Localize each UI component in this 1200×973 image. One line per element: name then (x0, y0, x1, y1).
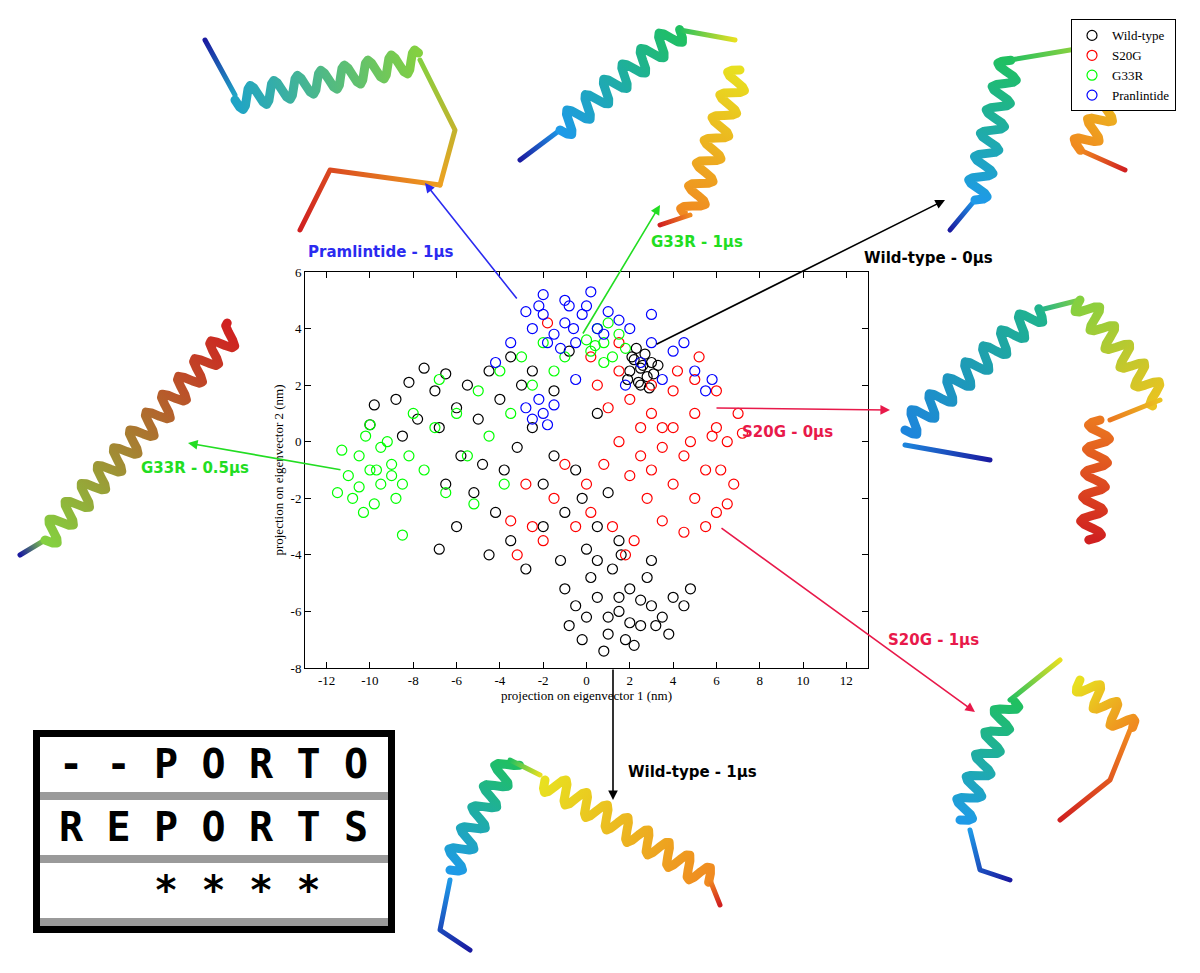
svg-text:-8: -8 (408, 673, 419, 688)
html-text:R: R (249, 741, 273, 787)
svg-text:-12: -12 (318, 673, 335, 688)
svg-text:4: 4 (670, 673, 677, 688)
svg-text:Pranlintide: Pranlintide (1112, 88, 1169, 103)
svg-text:0: 0 (295, 434, 302, 449)
svg-text:-2: -2 (291, 491, 302, 506)
svg-text:S20G - 1μs: S20G - 1μs (888, 631, 979, 649)
svg-text:6: 6 (713, 673, 720, 688)
svg-text:G33R: G33R (1112, 68, 1143, 83)
svg-text:0: 0 (583, 673, 590, 688)
svg-text:-6: -6 (451, 673, 462, 688)
html-text:S: S (344, 804, 368, 850)
svg-text:-8: -8 (291, 661, 302, 676)
html-text:R: R (59, 804, 83, 850)
svg-text:Pramlintide - 1μs: Pramlintide - 1μs (308, 243, 453, 261)
svg-text:projection on eigenvector 2 (n: projection on eigenvector 2 (nm) (271, 384, 286, 555)
html-text:T: T (296, 741, 321, 787)
svg-text:2: 2 (627, 673, 634, 688)
svg-text:Wild-type: Wild-type (1112, 28, 1164, 43)
svg-text:S20G - 0μs: S20G - 0μs (742, 423, 833, 441)
html-text:E: E (106, 804, 131, 850)
svg-text:-6: -6 (291, 604, 302, 619)
svg-text:2: 2 (295, 378, 302, 393)
svg-text:projection on eigenvector 1 (n: projection on eigenvector 1 (nm) (501, 688, 672, 703)
html-text:O: O (201, 804, 226, 850)
svg-text:12: 12 (840, 673, 853, 688)
html-text:R: R (249, 804, 273, 850)
svg-text:-10: -10 (361, 673, 378, 688)
svg-text:Wild-type - 0μs: Wild-type - 0μs (864, 249, 993, 267)
svg-text:8: 8 (756, 673, 763, 688)
html-text:T: T (296, 804, 321, 850)
svg-text:-4: -4 (494, 673, 505, 688)
svg-text:-2: -2 (538, 673, 549, 688)
html-text:P: P (154, 741, 178, 787)
html-text:O: O (344, 741, 368, 787)
svg-text:G33R - 1μs: G33R - 1μs (651, 233, 743, 251)
svg-text:10: 10 (797, 673, 810, 688)
html-text:O: O (201, 741, 226, 787)
svg-text:Wild-type - 1μs: Wild-type - 1μs (628, 763, 757, 781)
html-text:P: P (154, 804, 178, 850)
svg-text:4: 4 (295, 321, 302, 336)
svg-text:6: 6 (295, 265, 302, 280)
svg-text:S20G: S20G (1112, 48, 1142, 63)
svg-text:-4: -4 (291, 547, 302, 562)
svg-text:G33R - 0.5μs: G33R - 0.5μs (141, 459, 249, 477)
